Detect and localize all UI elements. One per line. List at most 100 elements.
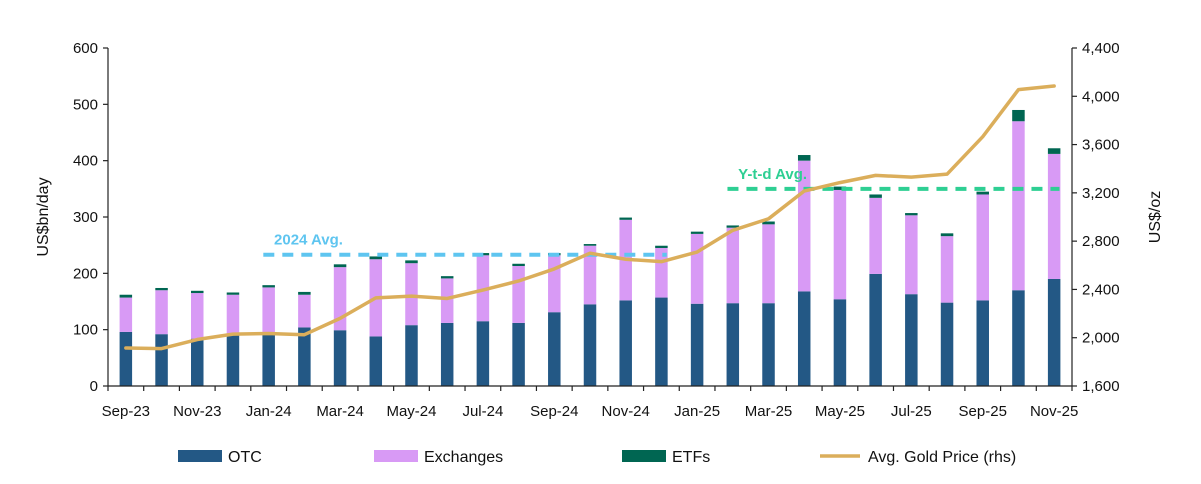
bar-etfs-nov-23 <box>191 290 204 294</box>
x-tick-label: Nov-24 <box>602 403 650 420</box>
bar-otc-jan-25 <box>690 303 704 386</box>
legend-swatch <box>374 450 418 462</box>
bar-otc-feb-25 <box>726 303 740 386</box>
x-tick-label: Sep-23 <box>102 403 150 420</box>
x-tick-label: Jan-24 <box>246 403 292 420</box>
x-tick-label: Sep-25 <box>959 403 1007 420</box>
y2-tick-label: 4,000 <box>1082 88 1120 105</box>
bar-etfs-dec-24 <box>655 245 668 248</box>
bar-otc-sep-25 <box>976 300 989 386</box>
bar-exchanges-mar-24 <box>333 267 347 331</box>
y2-tick-label: 4,400 <box>1082 40 1120 57</box>
bar-etfs-feb-24 <box>298 291 311 295</box>
bar-etfs-may-24 <box>405 260 418 264</box>
bar-exchanges-jan-25 <box>690 233 704 304</box>
bar-etfs-aug-24 <box>512 263 525 267</box>
bar-exchanges-nov-25 <box>1047 153 1061 279</box>
bar-etfs-jan-24 <box>262 285 275 288</box>
y2-tick-label: 3,600 <box>1082 137 1120 154</box>
bar-otc-apr-25 <box>797 291 811 386</box>
bar-otc-dec-24 <box>655 297 668 386</box>
x-tick-label: Jan-25 <box>674 403 720 420</box>
bar-etfs-oct-23 <box>155 287 168 291</box>
avg-label-0: 2024 Avg. <box>274 232 343 249</box>
bar-exchanges-jan-24 <box>262 287 275 335</box>
bar-etfs-jun-25 <box>869 194 882 198</box>
bar-exchanges-nov-23 <box>191 293 204 339</box>
bar-exchanges-may-25 <box>833 189 847 300</box>
y2-tick-label: 2,000 <box>1082 330 1120 347</box>
axes-layer: 0 100 200 300 400 500 600 1,600 2,000 2,400 2,800 3… <box>35 40 1164 420</box>
bar-etfs-nov-25 <box>1047 148 1061 154</box>
bar-otc-apr-24 <box>369 336 383 386</box>
x-tick-label: May-24 <box>386 403 436 420</box>
y-tick-label: 500 <box>73 96 98 113</box>
bar-exchanges-jul-25 <box>905 215 918 295</box>
bar-exchanges-oct-25 <box>1012 121 1025 291</box>
y-tick-label: 300 <box>73 209 98 226</box>
legend-swatch <box>178 450 222 462</box>
legend-label: OTC <box>228 449 262 466</box>
bar-otc-jun-24 <box>440 322 454 386</box>
legend-entry-3: Avg. Gold Price (rhs) <box>820 449 1016 466</box>
bar-exchanges-mar-25 <box>762 224 775 304</box>
bar-etfs-sep-23 <box>119 294 133 298</box>
bar-exchanges-dec-23 <box>226 294 240 334</box>
bar-otc-aug-25 <box>940 302 954 386</box>
avg-label-1: Y-t-d Avg. <box>738 166 807 183</box>
bar-otc-oct-24 <box>583 304 597 386</box>
bar-etfs-jan-25 <box>690 231 704 234</box>
y2-tick-label: 3,200 <box>1082 185 1120 202</box>
bar-otc-sep-24 <box>548 312 561 386</box>
bar-exchanges-aug-24 <box>512 266 525 323</box>
bar-otc-nov-24 <box>619 300 632 386</box>
bar-etfs-jul-25 <box>905 213 918 216</box>
x-tick-label: Nov-25 <box>1030 403 1078 420</box>
legend: OTC Exchanges ETFs Avg. Gold Price (rhs) <box>178 449 1016 466</box>
y2-axis-title: US$/oz <box>1147 191 1164 243</box>
bar-etfs-nov-24 <box>619 217 632 220</box>
bar-etfs-oct-24 <box>583 244 597 246</box>
bar-otc-oct-25 <box>1012 290 1025 386</box>
bar-etfs-mar-25 <box>762 221 775 225</box>
bar-otc-nov-25 <box>1047 278 1061 386</box>
bar-otc-jul-25 <box>905 294 918 386</box>
bar-etfs-aug-25 <box>940 233 954 237</box>
bar-exchanges-feb-25 <box>726 227 740 304</box>
legend-label: Avg. Gold Price (rhs) <box>868 449 1016 466</box>
legend-entry-0: OTC <box>178 449 262 466</box>
bar-otc-nov-23 <box>191 338 204 386</box>
x-tick-label: Jul-24 <box>462 403 503 420</box>
bar-exchanges-sep-25 <box>976 194 989 301</box>
bar-otc-mar-25 <box>762 303 775 386</box>
bar-otc-jan-24 <box>262 334 275 386</box>
bar-otc-jun-25 <box>869 273 882 386</box>
x-tick-label: Jul-25 <box>891 403 932 420</box>
y2-tick-label: 2,400 <box>1082 281 1120 298</box>
legend-entry-1: Exchanges <box>374 449 503 466</box>
y-tick-label: 600 <box>73 40 98 57</box>
bar-otc-mar-24 <box>333 330 347 386</box>
bar-otc-dec-23 <box>226 333 240 386</box>
legend-label: ETFs <box>672 449 710 466</box>
bar-otc-aug-24 <box>512 322 525 386</box>
bar-otc-jul-24 <box>476 321 490 386</box>
y2-tick-label: 1,600 <box>1082 378 1120 395</box>
bar-otc-may-25 <box>833 299 847 386</box>
x-tick-label: Nov-23 <box>173 403 221 420</box>
bar-etfs-mar-24 <box>333 264 347 268</box>
x-tick-label: Mar-25 <box>745 403 793 420</box>
legend-label: Exchanges <box>424 449 503 466</box>
bar-etfs-apr-24 <box>369 256 383 260</box>
bar-exchanges-feb-24 <box>298 294 311 328</box>
x-tick-label: Mar-24 <box>316 403 364 420</box>
bar-exchanges-jun-25 <box>869 197 882 274</box>
bar-otc-sep-23 <box>119 331 133 386</box>
bar-etfs-may-25 <box>833 186 847 190</box>
y-axis-title: US$bn/day <box>35 177 52 256</box>
bar-exchanges-oct-24 <box>583 245 597 305</box>
bar-exchanges-oct-23 <box>155 290 168 335</box>
y-tick-label: 100 <box>73 322 98 339</box>
